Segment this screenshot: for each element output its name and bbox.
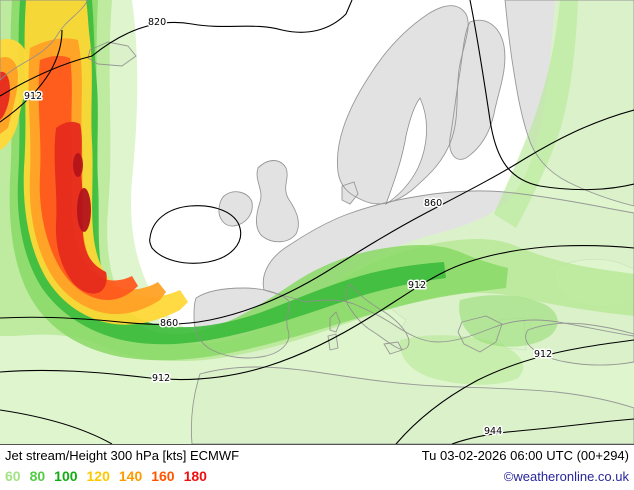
scale-value: 140 [118, 468, 143, 484]
contour-912-south [395, 339, 634, 444]
contour-label: 860 [160, 318, 178, 329]
contour-label: 912 [534, 349, 552, 360]
contour-label: 820 [148, 17, 166, 28]
scale-value: 160 [151, 468, 175, 484]
contour-closed-low [149, 205, 242, 264]
jet-patch-balkans [459, 295, 558, 347]
jet-core-1 [77, 188, 91, 232]
jet-band-green-3 [9, 0, 508, 361]
contour-912-main [0, 245, 634, 381]
contour-label-layer: 820 912 860 860 912 912 912 944 [23, 16, 554, 439]
contour-label: 912 [152, 373, 170, 384]
contour-northeast [469, 0, 634, 191]
jet-core-2 [73, 153, 83, 177]
map-timestamp: Tu 03-02-2026 06:00 UTC (00+294) [421, 448, 629, 463]
contour-label: 944 [484, 426, 502, 437]
jet-stream-layer [0, 0, 634, 444]
contour-label: 860 [424, 198, 442, 209]
scale-value: 80 [29, 468, 46, 484]
jet-corner-red [0, 71, 10, 120]
jet-band-green-right [494, 0, 578, 228]
contour-bottom-left [0, 409, 113, 444]
legend-bar: Jet stream/Height 300 hPa [kts] ECMWF Tu… [0, 445, 634, 490]
scale-value: 120 [86, 468, 110, 484]
map-title: Jet stream/Height 300 hPa [kts] ECMWF [5, 448, 240, 463]
contour-820 [0, 0, 353, 97]
contour-912-topleft [0, 29, 63, 123]
jet-scale: 60 80 100 120 140 160 180 [5, 468, 207, 484]
contour-944 [451, 418, 634, 444]
contour-label: 912 [24, 91, 42, 102]
sea-baltic [385, 97, 427, 206]
scale-value: 100 [54, 468, 78, 484]
scale-value: 60 [5, 468, 21, 484]
jet-patch-africa [399, 335, 524, 385]
weather-map: 820 912 860 860 912 912 912 944 [0, 0, 634, 445]
copyright: ©weatheronline.co.uk [503, 469, 629, 484]
scale-value: 180 [183, 468, 207, 484]
contour-860 [0, 109, 634, 325]
contour-label: 912 [408, 280, 426, 291]
contour-layer [0, 0, 634, 444]
